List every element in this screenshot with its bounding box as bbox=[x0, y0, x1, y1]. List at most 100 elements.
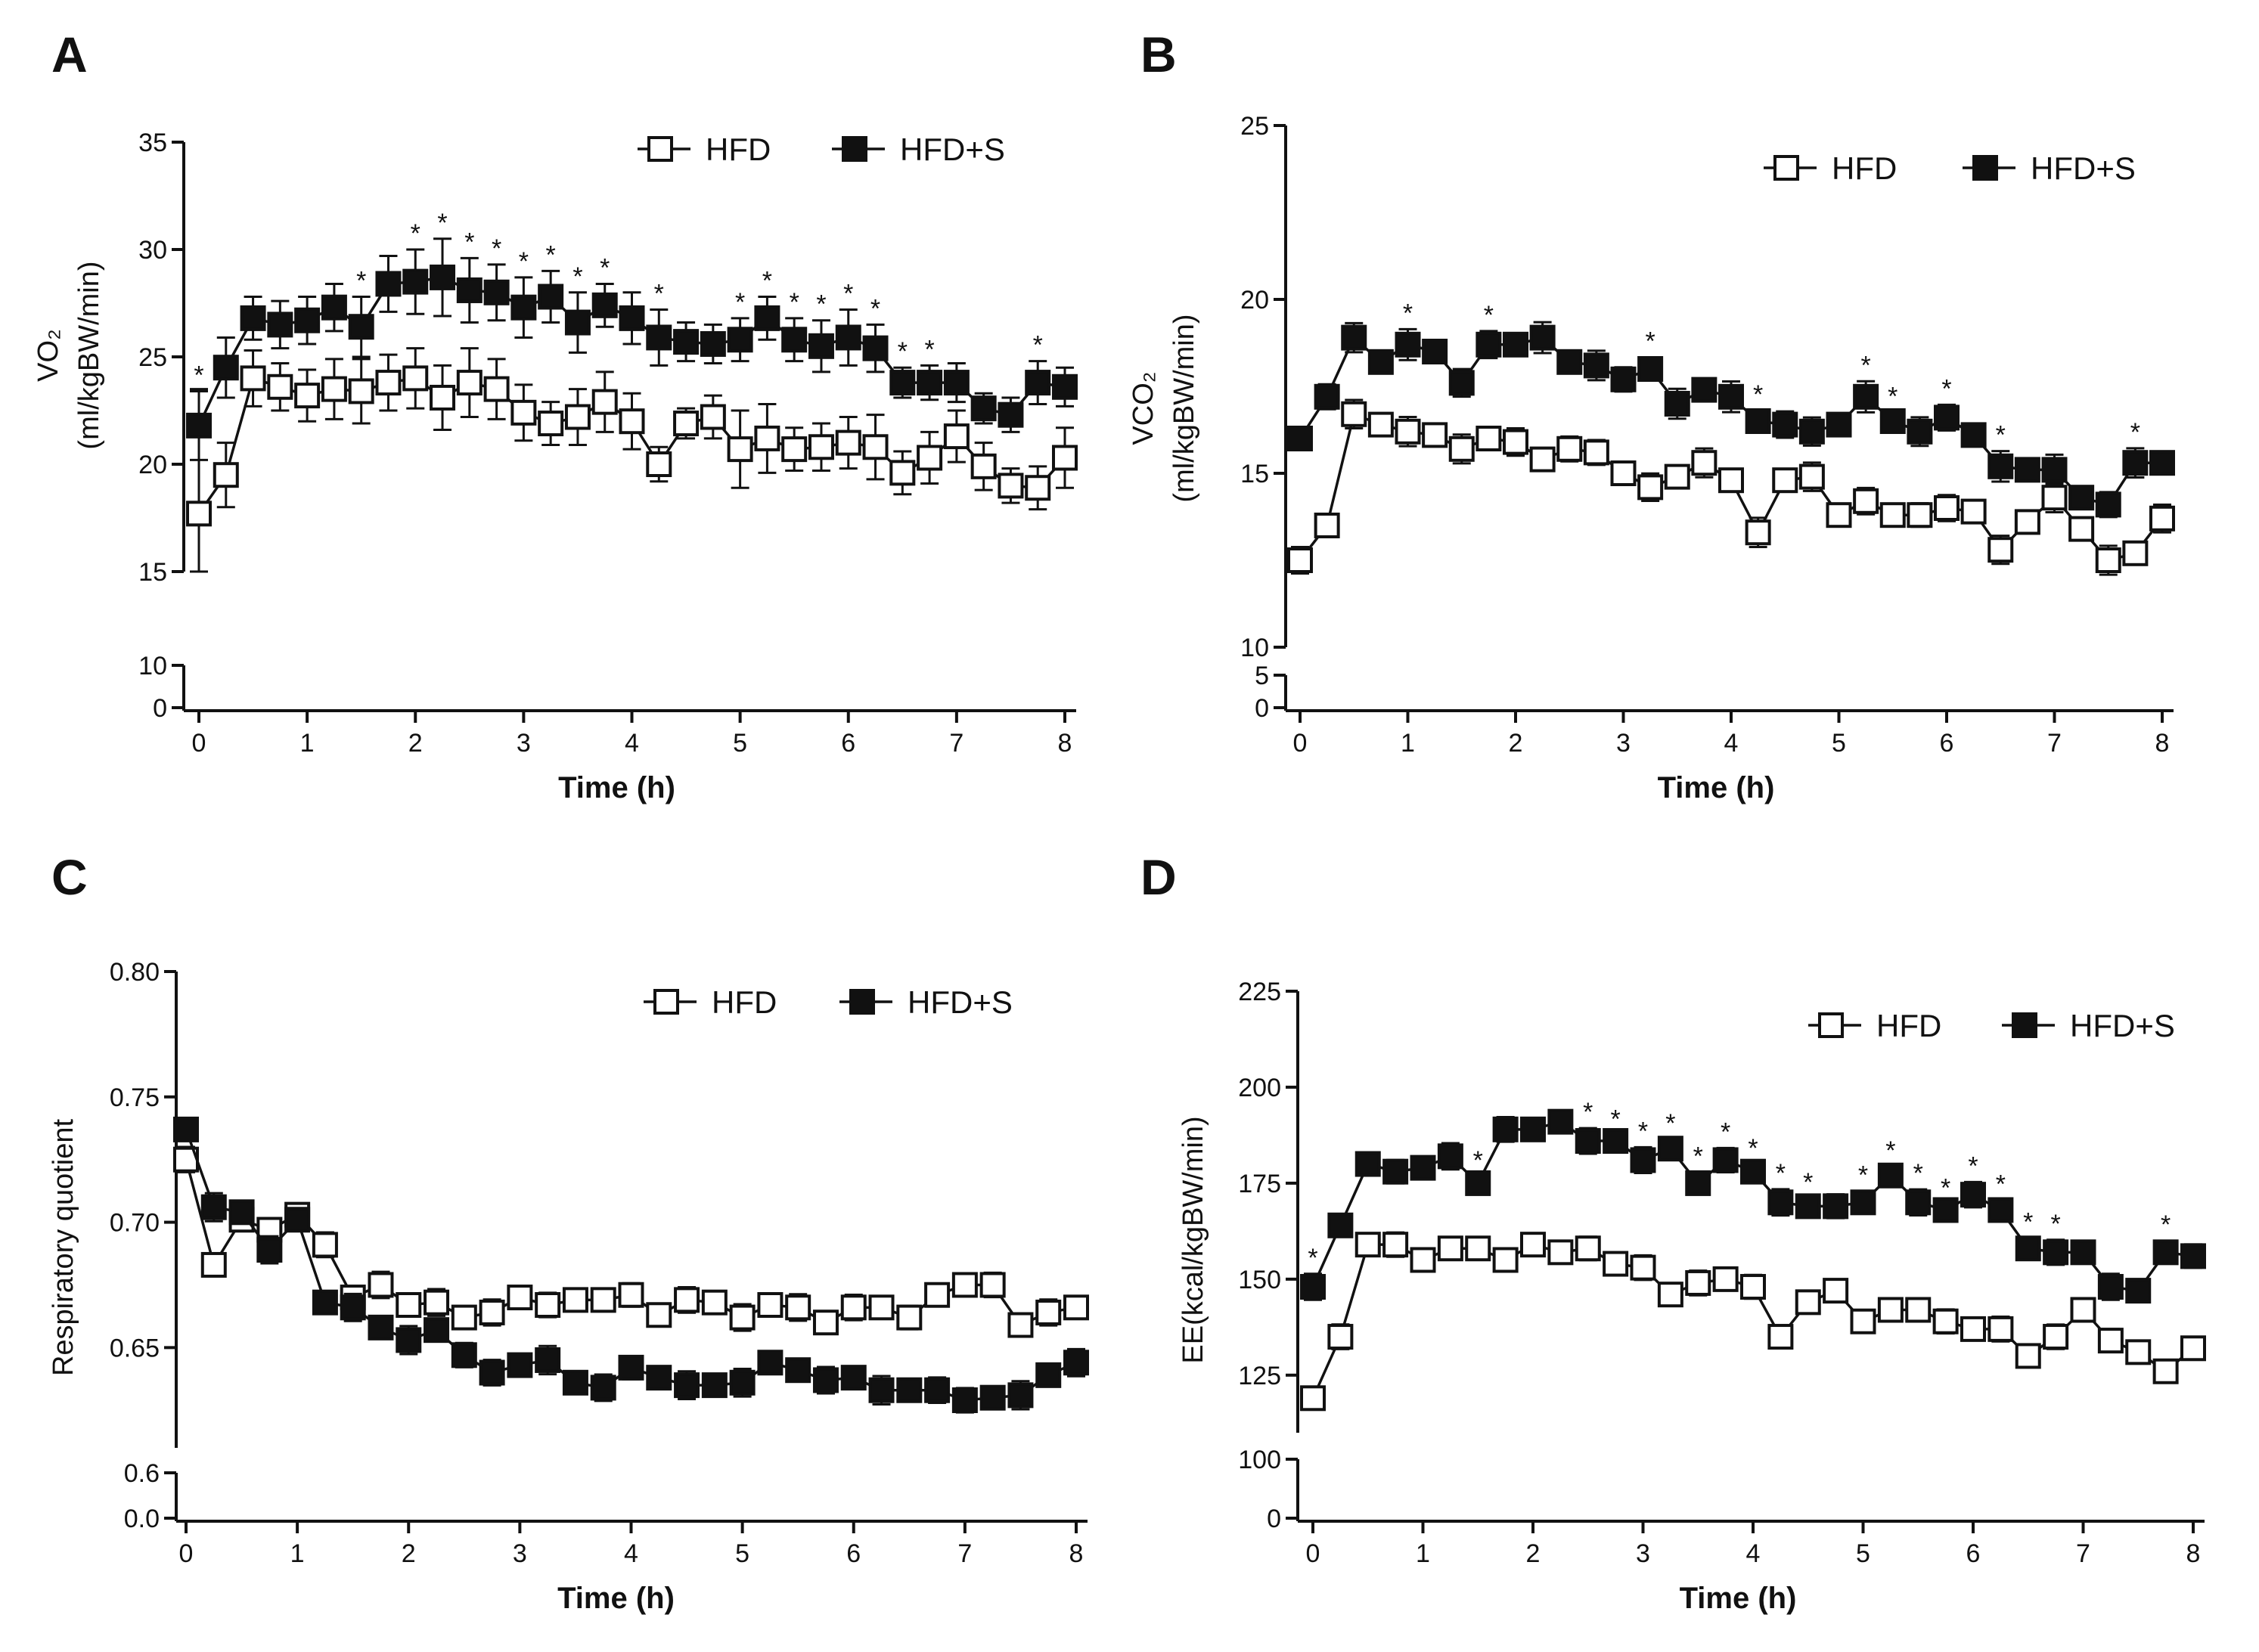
data-point bbox=[618, 1354, 644, 1381]
data-point bbox=[1025, 475, 1051, 501]
data-point bbox=[1877, 1297, 1904, 1323]
x-tick-label: 8 bbox=[1058, 729, 1072, 758]
data-point bbox=[1503, 331, 1528, 358]
x-tick-label: 3 bbox=[1636, 1539, 1650, 1568]
legend-label: HFD bbox=[706, 132, 771, 167]
x-tick-label: 0 bbox=[1293, 729, 1308, 758]
data-point bbox=[1583, 352, 1609, 379]
significance-star: * bbox=[1885, 1136, 1895, 1165]
data-point bbox=[321, 294, 347, 321]
significance-star: * bbox=[1776, 1159, 1786, 1188]
data-point bbox=[538, 284, 564, 310]
data-point bbox=[1547, 1239, 1574, 1266]
data-point bbox=[1712, 1266, 1739, 1292]
data-point bbox=[1850, 1308, 1876, 1334]
y-tick-label: 100 bbox=[1238, 1446, 1281, 1474]
data-point bbox=[862, 434, 889, 460]
y-tick-label: 125 bbox=[1238, 1362, 1281, 1390]
x-axis-label: Time (h) bbox=[557, 1582, 675, 1615]
data-point bbox=[213, 462, 239, 488]
data-point bbox=[240, 305, 266, 331]
data-point bbox=[240, 365, 266, 392]
significance-star: * bbox=[492, 234, 501, 263]
x-tick-label: 7 bbox=[957, 1539, 972, 1568]
data-point bbox=[2097, 1274, 2124, 1300]
series-hfd-s bbox=[186, 237, 1078, 461]
data-point bbox=[1712, 1147, 1739, 1173]
data-point bbox=[1987, 453, 2014, 479]
data-point bbox=[1475, 426, 1502, 451]
significance-star: * bbox=[1968, 1151, 1978, 1180]
significance-star: * bbox=[1861, 351, 1871, 380]
significance-star: * bbox=[356, 266, 366, 295]
data-point bbox=[1422, 422, 1448, 448]
series-hfd-s bbox=[1300, 1108, 2206, 1304]
data-point bbox=[1035, 1362, 1062, 1388]
data-point bbox=[1410, 1247, 1436, 1273]
data-point bbox=[754, 305, 780, 331]
data-point bbox=[1327, 1212, 1354, 1238]
data-point bbox=[674, 1287, 700, 1313]
data-point bbox=[1052, 445, 1078, 471]
data-point bbox=[535, 1292, 561, 1318]
y-tick-label: 10 bbox=[1240, 634, 1269, 662]
data-point bbox=[951, 1387, 978, 1413]
data-point bbox=[267, 311, 293, 338]
x-tick-label: 5 bbox=[1832, 729, 1846, 758]
data-point bbox=[312, 1289, 338, 1316]
data-point bbox=[1767, 1189, 1794, 1216]
data-point bbox=[1657, 1136, 1683, 1162]
data-point bbox=[1300, 1274, 1326, 1300]
significance-star: * bbox=[1721, 1117, 1730, 1146]
data-point bbox=[1772, 467, 1798, 494]
data-point bbox=[674, 1372, 700, 1399]
data-point bbox=[1740, 1274, 1766, 1300]
y-tick-label: 200 bbox=[1238, 1074, 1281, 1102]
x-tick-label: 3 bbox=[1616, 729, 1631, 758]
data-point bbox=[700, 404, 726, 430]
y-axis-label: EE(kcal/kgBW/min) bbox=[1178, 1116, 1209, 1363]
data-point bbox=[998, 401, 1024, 428]
data-point bbox=[1367, 349, 1394, 375]
data-point bbox=[451, 1342, 477, 1368]
x-tick-label: 4 bbox=[625, 729, 639, 758]
data-point bbox=[1410, 1155, 1436, 1181]
data-point bbox=[564, 404, 591, 430]
significance-star: * bbox=[2161, 1210, 2171, 1239]
significance-star: * bbox=[1996, 421, 2006, 450]
data-point bbox=[1603, 1128, 1629, 1155]
data-point bbox=[562, 1369, 588, 1396]
significance-star: * bbox=[1646, 327, 1655, 356]
significance-star: * bbox=[1638, 1117, 1648, 1145]
data-point bbox=[2180, 1243, 2206, 1269]
y-tick-label: 175 bbox=[1238, 1170, 1281, 1198]
data-point bbox=[646, 1302, 672, 1328]
legend-label: HFD bbox=[712, 984, 777, 1020]
data-point bbox=[375, 271, 402, 297]
data-point bbox=[1745, 519, 1771, 546]
data-point bbox=[284, 1207, 311, 1233]
data-point bbox=[1327, 1324, 1354, 1350]
significance-star: * bbox=[924, 335, 934, 364]
data-point bbox=[1382, 1158, 1409, 1185]
x-tick-label: 2 bbox=[402, 1539, 416, 1568]
data-point bbox=[889, 460, 916, 486]
x-tick-label: 8 bbox=[2155, 729, 2170, 758]
significance-star: * bbox=[870, 294, 880, 323]
data-point bbox=[1007, 1312, 1034, 1338]
data-point bbox=[2125, 1278, 2152, 1304]
data-point bbox=[2097, 1328, 2124, 1354]
data-point bbox=[402, 268, 429, 295]
significance-star: * bbox=[411, 219, 420, 248]
y-tick-label: 0.6 bbox=[124, 1459, 160, 1488]
data-point bbox=[862, 335, 889, 361]
data-point bbox=[1740, 1158, 1766, 1185]
significance-star: * bbox=[1748, 1134, 1758, 1163]
data-point bbox=[1850, 1189, 1876, 1216]
data-point bbox=[1287, 426, 1313, 451]
x-tick-label: 0 bbox=[1306, 1539, 1320, 1568]
data-point bbox=[348, 314, 374, 340]
data-point bbox=[1685, 1269, 1711, 1296]
significance-star: * bbox=[2130, 418, 2140, 447]
y-tick-label: 0.65 bbox=[110, 1334, 160, 1362]
